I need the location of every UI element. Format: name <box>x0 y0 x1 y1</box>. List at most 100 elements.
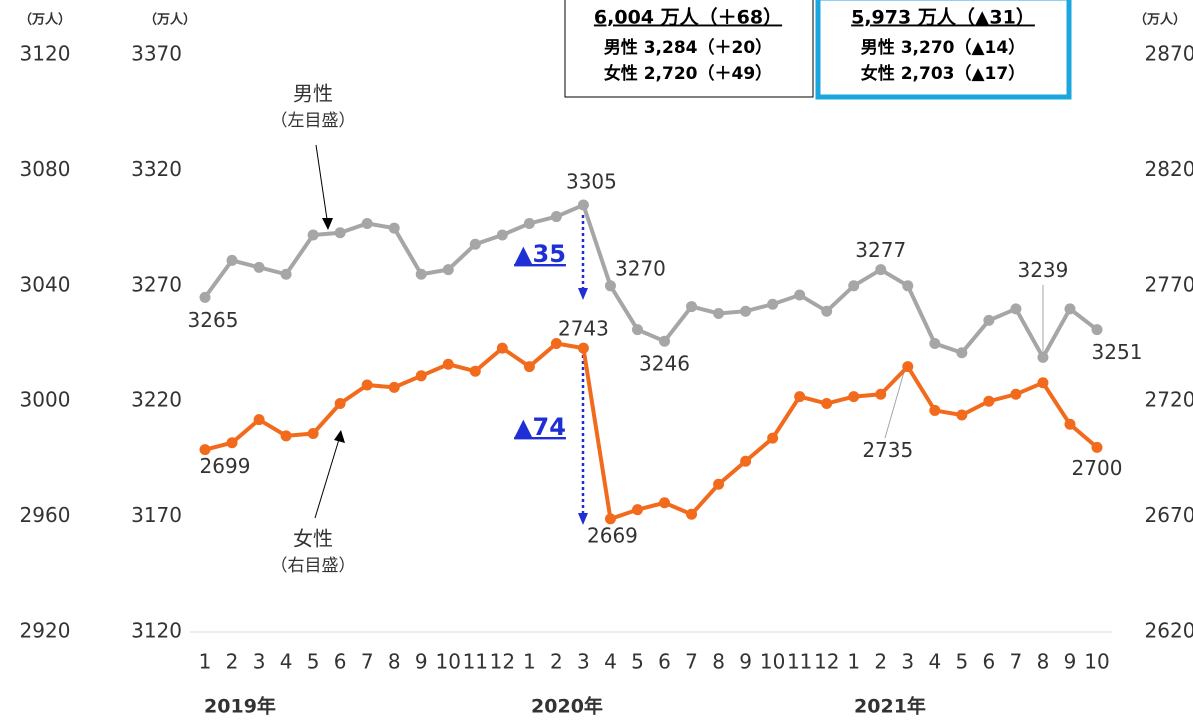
point <box>659 335 671 347</box>
point <box>361 379 373 391</box>
x-tick-label: 6 <box>334 650 347 674</box>
point <box>631 324 643 336</box>
y-tick-label: 3170 <box>131 503 182 527</box>
point <box>929 404 941 416</box>
point <box>253 261 265 273</box>
box-text: 女性 2,703（▲17） <box>861 63 1025 84</box>
x-tick-label: 3 <box>577 650 590 674</box>
series-line <box>203 202 1099 362</box>
point <box>334 227 346 239</box>
y-tick-label: 2720 <box>1145 388 1193 412</box>
x-tick-label: 11 <box>463 650 488 674</box>
point <box>550 338 562 349</box>
y-tick-label: 2920 <box>20 619 71 643</box>
point <box>713 478 725 490</box>
y-tick-label: 3080 <box>20 157 71 181</box>
point <box>956 347 968 359</box>
x-tick-label: 4 <box>280 650 293 674</box>
pointer <box>315 144 329 227</box>
point <box>848 280 860 292</box>
x-tick-label: 9 <box>739 650 752 674</box>
point <box>388 222 400 234</box>
point <box>956 409 968 421</box>
y-tick-label: 3040 <box>20 272 71 296</box>
point <box>1010 303 1022 315</box>
point <box>415 370 427 382</box>
point <box>307 229 319 241</box>
label-leader <box>884 371 905 439</box>
x-tick-label: 4 <box>604 650 617 674</box>
value-label: 3270 <box>615 256 666 280</box>
point <box>767 298 779 310</box>
x-tick-label: 2 <box>550 650 563 674</box>
point <box>686 301 698 313</box>
series-line <box>204 341 1099 522</box>
point <box>496 229 508 241</box>
value-label: 2700 <box>1072 456 1123 480</box>
point <box>253 414 265 426</box>
point <box>226 437 238 449</box>
point <box>280 430 292 442</box>
value-label: 3246 <box>639 352 690 376</box>
value-label: 3305 <box>566 170 617 194</box>
point <box>1010 388 1022 400</box>
year-label: 2021年 <box>854 695 926 718</box>
axis-unit: （万人） <box>19 12 71 28</box>
point <box>740 305 752 317</box>
point <box>794 391 806 403</box>
x-tick-label: 2 <box>226 650 239 674</box>
point <box>1037 377 1049 389</box>
box-text: 6,004 万人（＋68） <box>594 6 782 29</box>
point <box>686 508 698 520</box>
axis-unit: （万人） <box>144 12 196 28</box>
x-tick-label: 7 <box>685 650 698 674</box>
x-tick-label: 12 <box>814 650 839 674</box>
value-label: 3265 <box>188 308 239 332</box>
point <box>334 398 346 410</box>
point <box>1091 324 1103 336</box>
axis-unit: （万人） <box>1134 12 1186 28</box>
series-annotation: （左目盛） <box>271 111 356 131</box>
x-tick-label: 4 <box>928 650 941 674</box>
value-label: 2699 <box>200 454 251 478</box>
point <box>1064 303 1076 315</box>
x-tick-label: 9 <box>1064 650 1077 674</box>
x-tick-label: 5 <box>955 650 968 674</box>
point <box>713 307 725 319</box>
y-tick-label: 3320 <box>131 157 182 181</box>
box-text: 女性 2,720（＋49） <box>604 63 772 84</box>
box-curr <box>815 0 1072 100</box>
drop-label: ▲74 <box>514 413 566 441</box>
x-tick-label: 12 <box>490 650 515 674</box>
point <box>577 342 589 354</box>
point <box>280 268 292 280</box>
drop-arrow-head <box>578 513 588 525</box>
y-tick-label: 3370 <box>131 42 182 66</box>
value-label: 2743 <box>558 317 609 341</box>
x-tick-label: 3 <box>253 650 266 674</box>
y-tick-label: 2820 <box>1145 157 1193 181</box>
point <box>388 381 400 393</box>
point <box>902 280 914 292</box>
point <box>902 361 914 373</box>
point <box>469 238 481 250</box>
x-tick-label: 3 <box>901 650 914 674</box>
point <box>1064 418 1076 430</box>
point <box>523 361 535 373</box>
value-label: 3251 <box>1092 340 1143 364</box>
value-label: 3239 <box>1017 258 1068 282</box>
point <box>848 391 860 403</box>
x-tick-label: 1 <box>523 650 536 674</box>
year-label: 2020年 <box>531 695 603 718</box>
drop-label: ▲35 <box>514 240 566 268</box>
x-tick-label: 11 <box>787 650 812 674</box>
point <box>767 432 779 444</box>
value-label: 2669 <box>587 523 638 547</box>
point <box>361 217 373 229</box>
y-tick-label: 2870 <box>1145 42 1193 66</box>
point <box>1037 351 1049 363</box>
point <box>740 455 752 467</box>
point <box>1091 441 1103 453</box>
x-tick-label: 1 <box>199 650 212 674</box>
